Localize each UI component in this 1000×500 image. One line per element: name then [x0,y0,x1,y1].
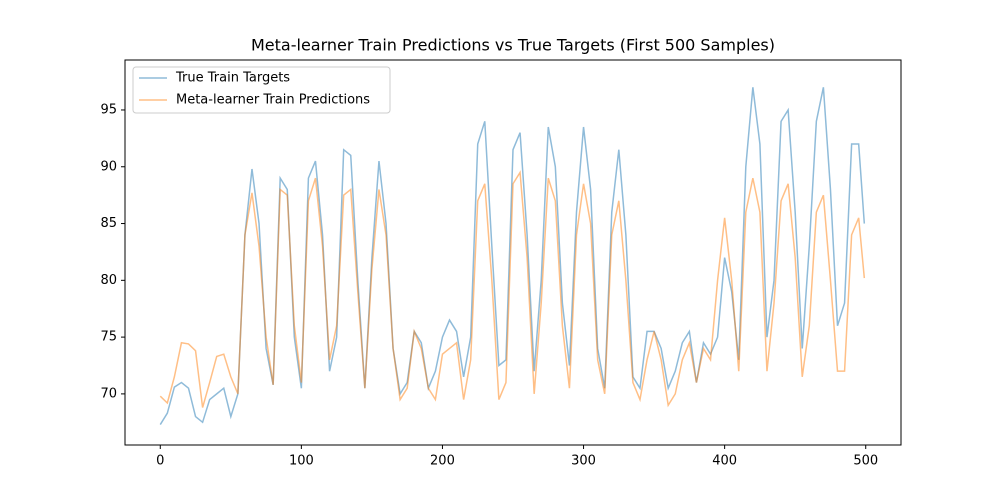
x-tick-label: 400 [712,454,737,469]
y-tick-label: 90 [100,159,117,174]
x-tick-label: 0 [156,454,164,469]
y-tick-label: 95 [100,102,117,117]
plot-frame [124,59,902,446]
chart-title: Meta-learner Train Predictions vs True T… [251,36,775,55]
y-tick-label: 70 [100,386,117,401]
y-tick-label: 75 [100,330,117,345]
y-tick-label: 80 [100,273,117,288]
y-tick-label: 85 [100,216,117,231]
x-tick-label: 200 [430,454,455,469]
x-tick-label: 300 [571,454,596,469]
legend-box [132,66,391,114]
series-line [159,170,866,408]
x-tick-label: 100 [289,454,314,469]
legend-label: Meta-learner Train Predictions [176,93,370,108]
x-tick-label: 500 [853,454,878,469]
legend-label: True Train Targets [175,71,290,86]
